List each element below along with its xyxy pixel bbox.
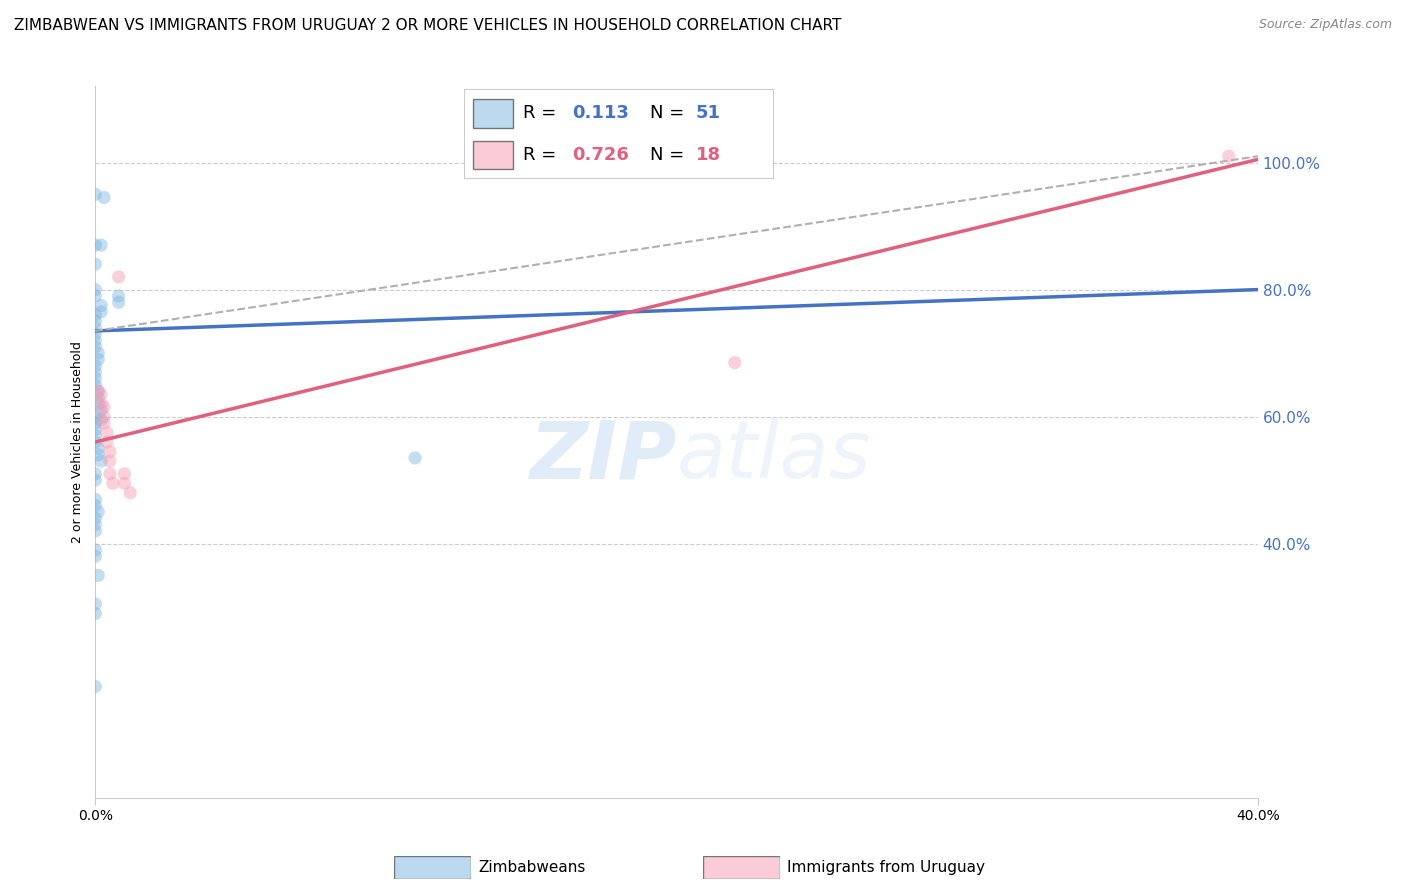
Point <box>98 467 121 481</box>
Point <box>90 397 112 411</box>
Point <box>84 435 107 450</box>
Point <box>107 289 129 303</box>
Point <box>120 485 142 500</box>
Point <box>84 428 107 442</box>
Point <box>93 400 115 414</box>
Point <box>90 387 112 401</box>
Point <box>84 377 107 392</box>
Point <box>93 409 115 424</box>
Point <box>90 454 112 468</box>
Point <box>101 476 124 491</box>
Point <box>84 597 107 611</box>
Point <box>84 467 107 481</box>
Y-axis label: 2 or more Vehicles in Household: 2 or more Vehicles in Household <box>72 341 84 543</box>
FancyBboxPatch shape <box>703 856 780 879</box>
Point <box>87 448 110 462</box>
Text: Immigrants from Uruguay: Immigrants from Uruguay <box>787 860 986 874</box>
Point <box>87 346 110 360</box>
Point <box>87 568 110 582</box>
Point <box>84 416 107 430</box>
Point <box>84 492 107 507</box>
Point <box>84 524 107 538</box>
Point <box>84 680 107 694</box>
Point <box>87 384 110 399</box>
Text: N =: N = <box>650 146 689 164</box>
Point <box>112 467 135 481</box>
Text: ZIMBABWEAN VS IMMIGRANTS FROM URUGUAY 2 OR MORE VEHICLES IN HOUSEHOLD CORRELATIO: ZIMBABWEAN VS IMMIGRANTS FROM URUGUAY 2 … <box>14 18 841 33</box>
FancyBboxPatch shape <box>474 99 513 128</box>
Point <box>84 517 107 532</box>
Point <box>84 308 107 322</box>
Text: Source: ZipAtlas.com: Source: ZipAtlas.com <box>1258 18 1392 31</box>
Text: atlas: atlas <box>676 417 872 495</box>
Point <box>98 444 121 458</box>
Text: N =: N = <box>650 104 689 122</box>
Point <box>96 425 118 440</box>
Point <box>107 295 129 310</box>
Point <box>84 549 107 564</box>
Text: R =: R = <box>523 104 562 122</box>
Point <box>84 543 107 558</box>
Point <box>93 416 115 430</box>
Text: R =: R = <box>523 146 562 164</box>
Text: 51: 51 <box>696 104 721 122</box>
Point <box>87 352 110 367</box>
Point <box>84 365 107 379</box>
Point <box>84 283 107 297</box>
Point <box>84 334 107 348</box>
Point <box>84 257 107 271</box>
Point <box>404 450 426 465</box>
Text: ZIP: ZIP <box>529 417 676 495</box>
Point <box>84 409 107 424</box>
Point <box>90 238 112 252</box>
Point <box>96 435 118 450</box>
Point <box>1218 149 1240 163</box>
Point <box>84 511 107 525</box>
Text: 18: 18 <box>696 146 721 164</box>
Point <box>724 356 747 370</box>
Text: 0.113: 0.113 <box>572 104 628 122</box>
Point <box>84 314 107 328</box>
Point <box>84 326 107 341</box>
Point <box>84 473 107 487</box>
Point <box>84 422 107 436</box>
Point <box>107 269 129 284</box>
Point <box>84 359 107 373</box>
Point <box>90 403 112 417</box>
Point <box>90 305 112 319</box>
Point <box>98 454 121 468</box>
Point <box>84 499 107 513</box>
Point <box>90 298 112 312</box>
Point <box>84 289 107 303</box>
FancyBboxPatch shape <box>394 856 471 879</box>
Point <box>84 187 107 202</box>
Point <box>87 442 110 456</box>
Point <box>84 320 107 334</box>
FancyBboxPatch shape <box>474 141 513 169</box>
Point <box>87 397 110 411</box>
Text: 0.726: 0.726 <box>572 146 628 164</box>
Point <box>84 238 107 252</box>
Point <box>84 340 107 354</box>
Point <box>84 371 107 385</box>
Point <box>87 384 110 399</box>
Point <box>112 476 135 491</box>
Point <box>87 505 110 519</box>
Point <box>87 391 110 405</box>
Point <box>84 607 107 621</box>
Point <box>90 413 112 427</box>
Point <box>93 190 115 204</box>
Text: Zimbabweans: Zimbabweans <box>478 860 585 874</box>
